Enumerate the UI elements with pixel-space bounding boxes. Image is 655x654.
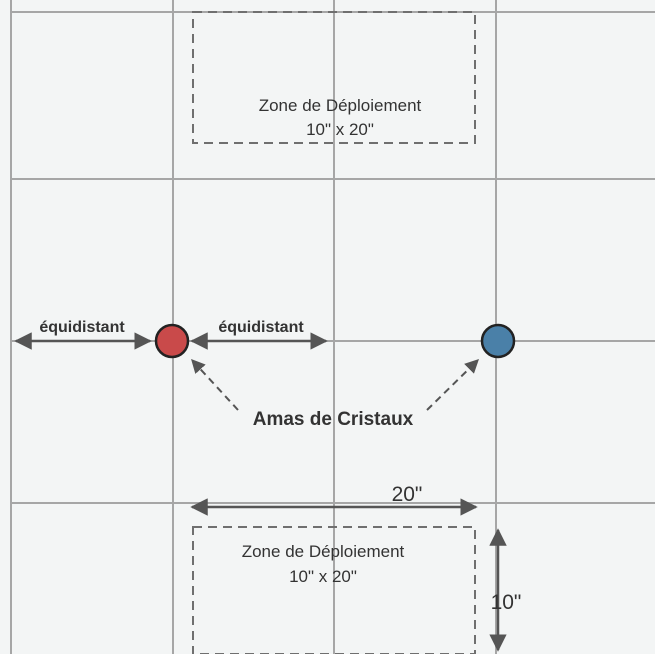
width-dimension-label: 20"	[392, 483, 423, 506]
top-deployment-zone	[192, 11, 476, 144]
crystals-label: Amas de Cristaux	[253, 409, 414, 430]
bottom-deployment-zone	[192, 526, 476, 654]
depth-dimension-label: 10"	[491, 591, 522, 614]
red-crystal-marker	[154, 323, 190, 359]
bottom-zone-size: 10" x 20"	[289, 567, 357, 586]
blue-crystal-marker	[480, 323, 516, 359]
top-zone-size: 10" x 20"	[306, 120, 374, 139]
equidistant-label-left: équidistant	[39, 319, 125, 336]
top-zone-title: Zone de Déploiement	[259, 96, 422, 115]
equidistant-label-right: équidistant	[218, 319, 304, 336]
bottom-zone-title: Zone de Déploiement	[242, 542, 405, 561]
